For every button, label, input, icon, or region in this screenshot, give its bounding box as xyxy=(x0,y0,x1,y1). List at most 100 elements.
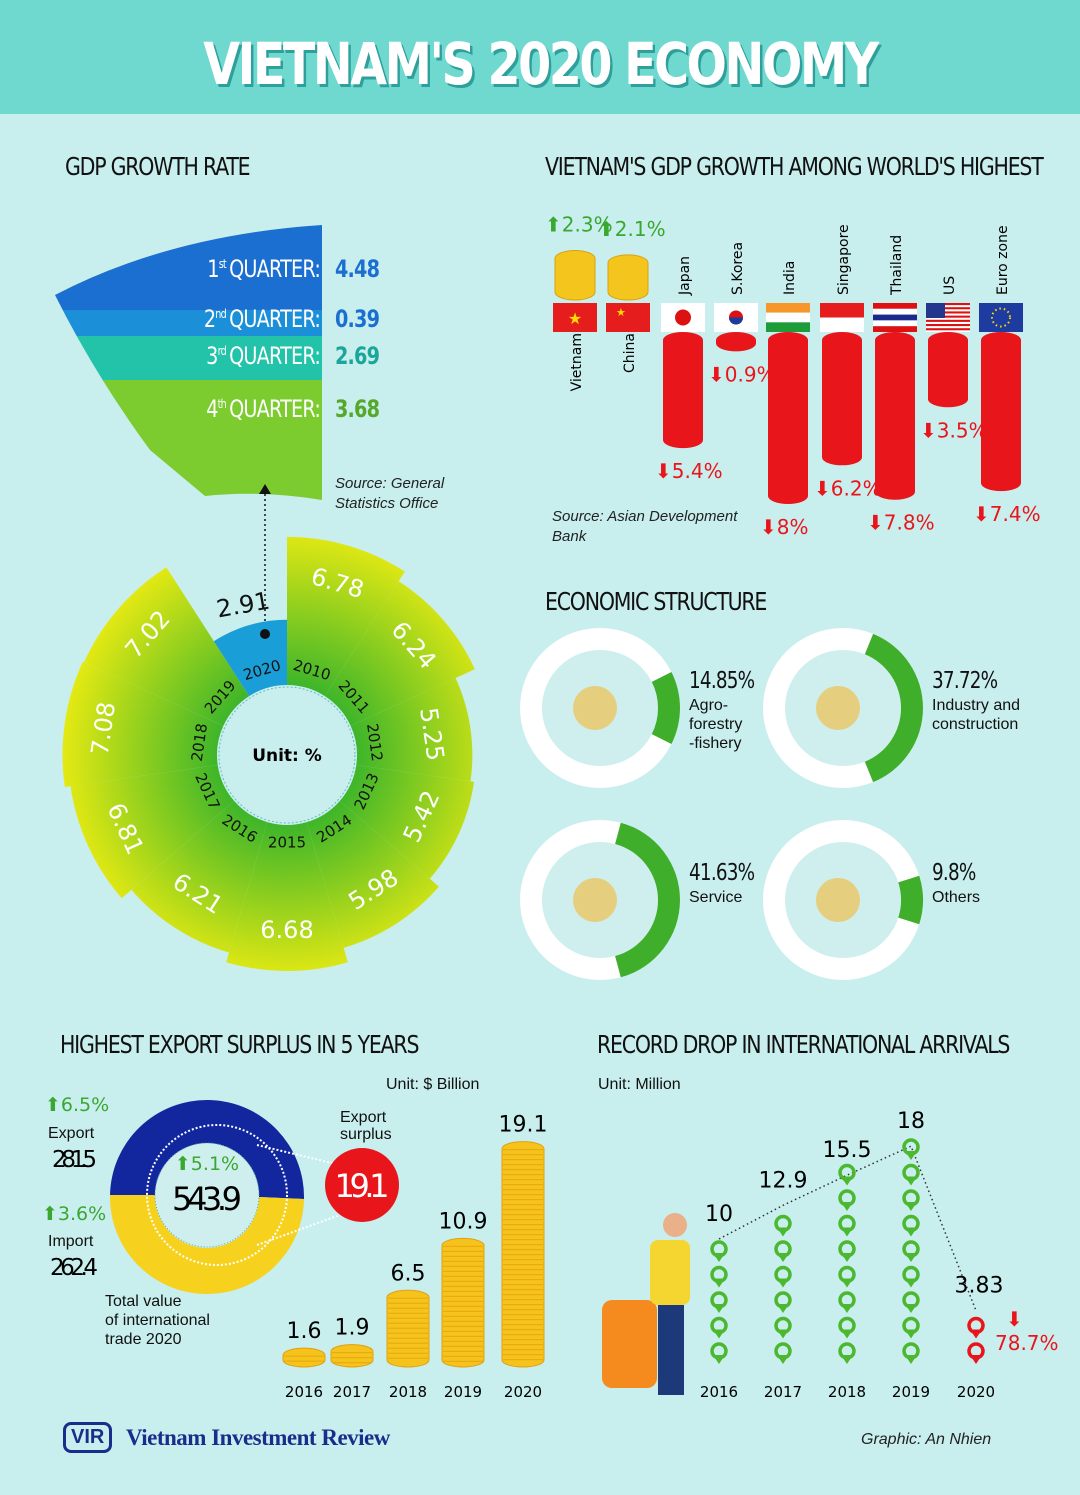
year-label: 2017 xyxy=(764,1383,802,1401)
year-label: 2016 xyxy=(700,1383,738,1401)
flag-Thailand xyxy=(873,326,917,332)
world-gdp-heading: VIETNAM'S GDP GROWTH AMONG WORLD'S HIGHE… xyxy=(545,152,1044,181)
radial-bar-2019 xyxy=(83,567,250,726)
share-arc xyxy=(651,672,680,744)
bar-India xyxy=(768,332,808,504)
flag-Thailand xyxy=(873,314,917,321)
structure-donut xyxy=(520,820,680,980)
country-label: Singapore xyxy=(836,224,852,295)
surplus-bar-label: 6.5 xyxy=(391,1261,426,1286)
surplus-circle xyxy=(325,1148,399,1222)
change-label: ⬇7.4% xyxy=(973,502,1041,526)
illustration-icon xyxy=(816,878,860,922)
arrivals-heading: RECORD DROP IN INTERNATIONAL ARRIVALS xyxy=(597,1030,1010,1059)
trade-caption: Total value of international trade 2020 xyxy=(105,1293,210,1348)
export-heading: HIGHEST EXPORT SURPLUS IN 5 YEARS xyxy=(60,1030,419,1059)
country-label: China xyxy=(622,333,638,373)
flag-Singapore xyxy=(820,317,864,332)
country-label: Thailand xyxy=(889,235,905,296)
bar-US xyxy=(928,332,968,408)
share-value: 9.8% xyxy=(932,860,976,886)
quarter-band-3 xyxy=(55,336,322,380)
center-circle xyxy=(218,686,356,824)
coin-stack-2016 xyxy=(282,1347,326,1368)
surplus-bar-label: 10.9 xyxy=(439,1209,488,1234)
arrivals-value: 12.9 xyxy=(759,1168,808,1193)
quarter-suffix: st xyxy=(218,257,227,271)
share-value: 14.85% xyxy=(689,668,755,694)
change-label: ⬆2.1% xyxy=(598,217,666,241)
world-gdp-chart: ★ ⬆2.3% Vietnam ★ ⬆2.1% China ⬇5.4% Japan ⬇0.9% S… xyxy=(545,213,1041,539)
structure-donut xyxy=(520,628,680,788)
bar-Japan xyxy=(663,332,703,449)
radial-bar-2011 xyxy=(324,581,475,726)
import-growth: ⬆3.6% xyxy=(42,1203,106,1225)
change-label: ⬇3.5% xyxy=(920,418,988,442)
svg-text:★: ★ xyxy=(568,309,582,328)
quarter-band-2 xyxy=(55,310,322,336)
arrivals-unit: Unit: Million xyxy=(598,1076,681,1093)
share-name: Service xyxy=(689,889,743,906)
pointer-dot xyxy=(260,629,270,639)
quarter-word: QUARTER: xyxy=(229,305,321,333)
export-value: 281.5 xyxy=(52,1147,97,1173)
year-label: 2018 xyxy=(188,722,211,762)
change-label: ⬇7.8% xyxy=(867,511,935,535)
year-label: 2018 xyxy=(389,1383,427,1401)
quarter-suffix: rd xyxy=(217,344,227,358)
arrivals-value: 10 xyxy=(705,1202,733,1227)
flag-Vietnam xyxy=(553,303,597,332)
surplus-bar-label: 1.9 xyxy=(335,1316,370,1341)
value-label: 2.91 xyxy=(214,587,271,624)
flag-Thailand xyxy=(873,303,917,309)
coin-stack-2017 xyxy=(330,1344,374,1368)
illustration-icon xyxy=(573,686,617,730)
change-label: ⬇6.2% xyxy=(814,476,882,500)
flag-India xyxy=(766,322,810,332)
radial-bar-2018 xyxy=(62,661,224,787)
bar-Thailand xyxy=(875,332,915,500)
share-value: 41.63% xyxy=(689,860,755,886)
quarter-label-3: 3rd QUARTER: xyxy=(112,342,321,370)
change-label: ⬆2.3% xyxy=(545,213,613,237)
year-label: 2019 xyxy=(892,1383,930,1401)
flag-Thailand xyxy=(873,308,917,315)
quarter-label-2: 2nd QUARTER: xyxy=(112,305,321,333)
year-label: 2019 xyxy=(444,1383,482,1401)
quarter-word: QUARTER: xyxy=(229,255,321,283)
structure-donut xyxy=(763,820,923,980)
change-label: ⬇5.4% xyxy=(655,459,723,483)
export-segment xyxy=(110,1099,305,1199)
change-label: ⬇8% xyxy=(760,515,809,539)
quarter-suffix: nd xyxy=(215,307,226,321)
flag-Euro zone xyxy=(979,303,1023,332)
import-label: Import xyxy=(48,1233,94,1250)
year-label: 2015 xyxy=(268,834,306,852)
change-label: ⬇0.9% xyxy=(708,362,776,386)
quarter-word: QUARTER: xyxy=(229,395,321,423)
radial-bar-2016 xyxy=(131,800,268,953)
quarter-value-3: 2.69 xyxy=(335,342,380,370)
import-value: 262.4 xyxy=(50,1255,98,1281)
bar-China xyxy=(607,254,649,301)
gdp-source: Source: General Statistics Office xyxy=(335,475,445,512)
share-name: Others xyxy=(932,889,981,906)
year-label: 2017 xyxy=(333,1383,371,1401)
share-value: 37.72% xyxy=(932,668,998,694)
gdp-growth-heading: GDP GROWTH RATE xyxy=(65,152,251,181)
quarter-value-2: 0.39 xyxy=(335,305,380,333)
traveler-icon xyxy=(650,1240,690,1305)
surplus-bar-label: 1.6 xyxy=(287,1319,322,1344)
total-growth: ⬆5.1% xyxy=(175,1153,239,1175)
year-label: 2020 xyxy=(504,1383,542,1401)
arrivals-chart: 10 2016 12.9 2017 15.5 2018 18 2019 3.83 2020 78.7… xyxy=(602,1109,1059,1401)
radial-bar-2014 xyxy=(306,800,439,948)
quarter-ordinal: 2 xyxy=(203,305,216,333)
header-band xyxy=(0,0,1080,114)
svg-text:★: ★ xyxy=(616,306,626,319)
radial-bar-2020 xyxy=(213,619,287,697)
radial-bar-2013 xyxy=(339,764,475,879)
flag-India xyxy=(766,303,810,313)
flag-China xyxy=(606,303,650,332)
